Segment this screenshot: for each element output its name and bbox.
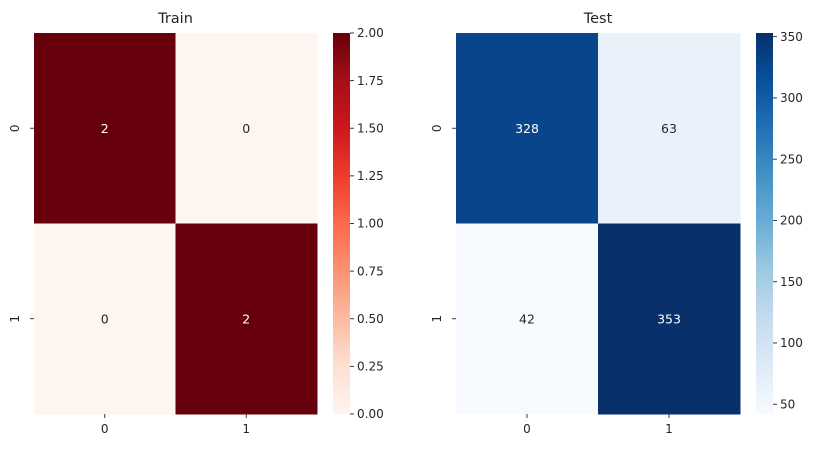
train-colorbar-tick-label: 2.00 [357,26,384,40]
train-colorbar-tick-label: 0.50 [357,312,384,326]
train-colorbar-tick-label: 1.00 [357,217,384,231]
train-cell-r1-c1 [175,223,318,415]
train-heatmap-panel: Train 2 00 2 0 101 0.000.250.500.751.001.25… [8,11,384,436]
train-axes: 0 1 0 1 [8,124,250,436]
train-cell-r1-c0 [34,223,176,415]
test-colorbar-tick-label: 350 [780,30,803,44]
train-cell-r0-c0 [34,33,176,224]
test-cell-r0-c1 [598,33,741,224]
train-cell-label-r0-c1: 0 [242,121,250,136]
train-ytick-label: 0 [8,124,22,132]
train-cells [34,33,318,415]
train-colorbar-tick-label: 0.00 [357,407,384,421]
train-cell-r0-c1 [175,33,318,224]
train-cell-labels: 2 00 2 [101,121,251,327]
test-colorbar-tick-label: 150 [780,275,803,289]
test-cell-r1-c0 [456,223,599,415]
test-colorbar-tick-label: 100 [780,336,803,350]
train-cell-label-r1-c0: 0 [101,311,109,326]
train-colorbar-tick-label: 0.25 [357,360,384,374]
test-colorbar-tick-label: 200 [780,214,803,228]
test-xtick-label: 1 [665,422,673,436]
train-xtick-label: 1 [242,422,250,436]
test-ytick-label: 1 [430,315,444,323]
test-cell-label-r0-c1: 63 [661,121,677,136]
test-colorbar-tick-label: 250 [780,152,803,166]
train-colorbar-tick-label: 0.75 [357,264,384,278]
test-cell-label-r1-c1: 353 [657,311,681,326]
test-axes: 0 1 0 1 [430,124,673,436]
test-colorbar-ticks: 50 100 150 200 250 300 350 [773,30,803,411]
train-colorbar [333,33,350,414]
train-xtick-label: 0 [101,422,109,436]
train-colorbar-tick-label: 1.75 [357,74,384,88]
train-colorbar-tick-label: 1.25 [357,169,384,183]
test-cell-r1-c1 [598,223,741,415]
test-cell-label-r0-c0: 328 [515,121,539,136]
train-colorbar-ticks: 0.00 0.25 0.50 0.75 1.00 1.25 1.50 1.75 2.00 [350,26,384,421]
test-title: Test [583,11,613,27]
test-heatmap-panel: Test 328 63 42 353 0 1 0 1 50 100 150 200 250 300 35… [430,11,803,436]
test-cell-r0-c0 [456,33,599,224]
train-cell-label-r1-c1: 2 [242,311,250,326]
test-cell-label-r1-c0: 42 [519,311,535,326]
test-ytick-label: 0 [430,124,444,132]
train-cell-label-r0-c0: 2 [101,121,109,136]
test-colorbar-tick-label: 300 [780,91,803,105]
test-colorbar [756,33,773,414]
train-colorbar-tick-label: 1.50 [357,121,384,135]
test-colorbar-tick-label: 50 [780,397,795,411]
test-cells [456,33,741,415]
test-cell-labels: 328 63 42 353 [515,121,681,327]
test-xtick-label: 0 [523,422,531,436]
train-ytick-label: 1 [8,315,22,323]
train-title: Train [157,11,193,27]
